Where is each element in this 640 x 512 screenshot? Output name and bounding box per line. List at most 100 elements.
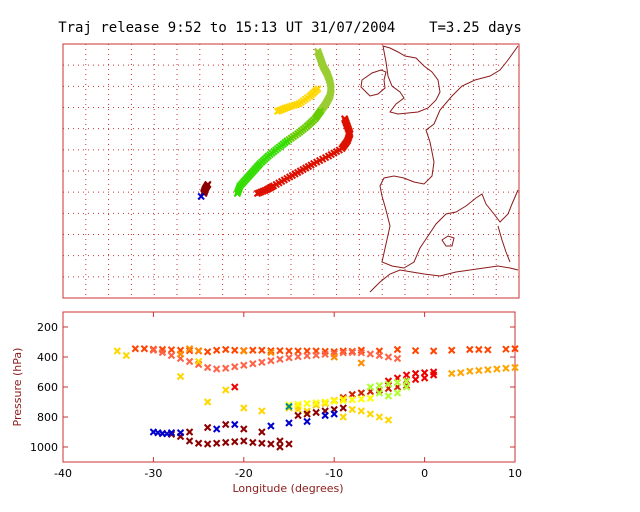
pressure-point [222,438,230,447]
pressure-point [167,429,176,437]
pressure-point [249,346,257,354]
pressure-point [203,423,212,432]
pressure-point [339,396,347,405]
pressure-point [484,346,492,354]
pressure-point [249,360,257,368]
pressure-point [240,425,248,433]
pressure-point [212,346,221,354]
pressure-point [194,357,203,366]
y-axis-label: Pressure (hPa) [11,348,24,427]
pressure-point [222,345,230,354]
pressure-point [194,439,203,447]
x-tick-label: 0 [421,467,428,480]
pressure-point [276,346,284,355]
coast-sardinia [441,235,455,247]
pressure-point [267,422,275,430]
pressure-point [429,371,438,379]
pressure-point [203,440,212,448]
pressure-point [321,398,329,406]
coast-britain [382,45,441,115]
pressure-point [276,355,284,363]
pressure-point [203,348,212,356]
pressure-point [185,345,194,353]
pressure-point [222,364,230,372]
pressure-point [222,386,230,394]
pressure-point [466,345,474,354]
pressure-point [276,443,284,451]
pressure-point [493,365,501,373]
x-tick-label: 10 [508,467,522,480]
pressure-point [448,369,456,378]
pressure-point [231,363,239,371]
pressure-point [321,399,329,408]
pressure-point [411,369,420,378]
x-tick-label: -20 [235,467,253,480]
map-point [233,189,242,198]
pressure-point [321,350,329,359]
pressure-point [294,347,302,355]
y-tick-label: 200 [37,321,58,334]
coast-europe [379,45,519,269]
coast-italy [497,225,511,263]
pressure-point [348,348,356,357]
pressure-point [203,398,212,406]
pressure-point [375,351,384,360]
pressure-point [393,389,402,397]
coast-ireland [360,69,387,97]
pressure-point [176,350,185,358]
pressure-point [267,348,275,357]
pressure-point [375,389,384,397]
pressure-point [393,354,402,363]
pressure-point [366,350,375,358]
pressure-point [393,378,402,387]
pressure-point [176,429,185,437]
pressure-point [384,416,393,424]
pressure-point [366,410,375,418]
pressure-point [258,439,266,447]
pressure-point [303,399,311,408]
pressure-point [339,404,347,412]
pressure-point [393,345,402,354]
pressure-point [231,383,239,391]
pressure-point [176,372,185,381]
y-tick-label: 400 [37,351,58,364]
pressure-point [285,402,293,411]
pressure-point [212,365,221,373]
pressure-point [348,396,356,404]
pressure-point [312,351,320,359]
pressure-point [384,380,393,388]
pressure-point [384,353,393,361]
pressure-point [267,357,275,365]
coastlines [360,45,519,293]
pressure-point [149,346,158,354]
pressure-point [285,347,293,355]
pressure-point [167,351,176,360]
pressure-point [511,345,519,353]
map-point [197,192,205,201]
map-point [273,107,282,115]
x-axis-label: Longitude (degrees) [232,482,343,495]
pressure-point [511,363,519,372]
map-panel [62,43,520,299]
pressure-point [185,357,194,366]
pressure-point [131,345,140,353]
pressure-point [240,404,248,412]
pressure-point [384,392,393,400]
pressure-point [240,437,248,445]
pressure-point [231,346,239,354]
map-point [253,189,262,198]
pressure-point [158,348,167,357]
pressure-point [357,346,366,354]
pressure-point [294,411,302,420]
pressure-point [140,345,149,353]
pressure-point [185,428,194,436]
pressure-point [466,367,474,375]
pressure-point [339,347,347,355]
pressure-trajectories [113,345,519,451]
pressure-point [411,375,420,384]
pressure-point [357,389,366,397]
pressure-point [122,351,130,360]
pressure-point [285,354,293,362]
pressure-point [240,347,248,355]
